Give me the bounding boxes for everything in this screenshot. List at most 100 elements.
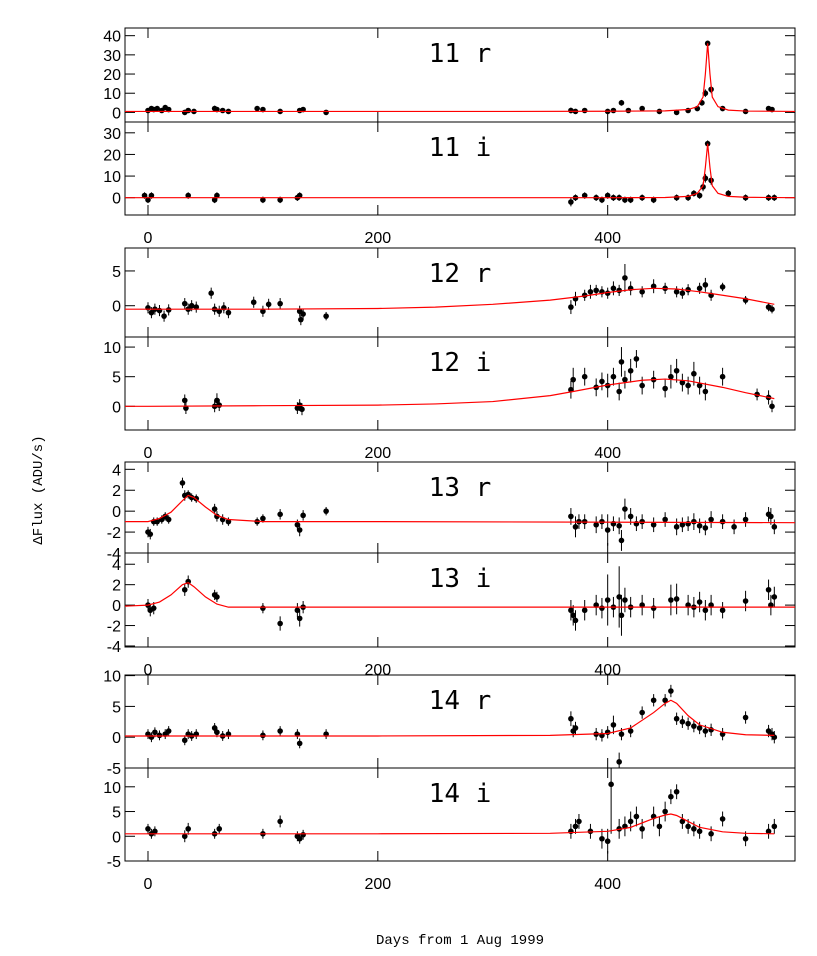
data-point — [639, 382, 645, 389]
data-point — [650, 697, 657, 704]
data-point — [296, 615, 303, 622]
data-point — [141, 192, 148, 199]
panel-title: 11 i — [429, 133, 492, 163]
x-tick-label: 200 — [364, 876, 391, 893]
data-point — [662, 516, 668, 523]
panel-title: 12 r — [429, 259, 492, 289]
data-point — [148, 192, 155, 199]
data-point — [662, 808, 668, 815]
data-point — [685, 602, 691, 608]
x-axis-label: Days from 1 Aug 1999 — [376, 933, 544, 949]
data-point — [639, 709, 645, 716]
data-point — [572, 617, 579, 624]
y-tick-label: -2 — [107, 619, 121, 636]
data-point — [668, 688, 674, 694]
data-point — [618, 100, 625, 106]
y-tick-label: 5 — [112, 699, 121, 716]
data-point — [145, 826, 151, 832]
data-point — [702, 282, 709, 288]
data-point — [323, 508, 329, 514]
x-tick-label: 200 — [364, 230, 391, 247]
data-point — [771, 524, 778, 530]
data-point — [731, 524, 737, 530]
data-point — [673, 788, 680, 795]
data-point — [211, 725, 218, 731]
data-point — [616, 388, 622, 395]
data-point — [154, 105, 160, 112]
data-point — [633, 356, 640, 362]
data-point — [593, 602, 599, 608]
x-tick-label: 0 — [144, 230, 153, 247]
data-point — [165, 307, 172, 313]
data-point — [181, 833, 188, 840]
data-point — [719, 607, 726, 614]
data-point — [161, 313, 167, 319]
y-tick-label: 10 — [103, 169, 121, 186]
data-point — [147, 531, 154, 537]
data-point — [152, 828, 158, 835]
y-tick-label: 30 — [103, 126, 121, 143]
y-tick-label: -2 — [107, 525, 121, 542]
data-point — [616, 523, 622, 529]
data-point — [771, 823, 778, 830]
data-point — [300, 311, 306, 317]
data-point — [708, 602, 714, 608]
plot-frame — [124, 336, 796, 431]
x-tick-label: 0 — [144, 876, 153, 893]
y-tick-label: 0 — [112, 191, 121, 208]
fit-line — [125, 378, 775, 407]
data-point — [610, 285, 617, 292]
data-point — [219, 107, 226, 114]
data-point — [618, 731, 625, 737]
data-point — [696, 285, 703, 292]
data-point — [673, 194, 680, 201]
data-point — [696, 599, 703, 605]
data-point — [702, 525, 709, 531]
data-point — [604, 527, 611, 533]
data-point — [719, 518, 726, 525]
data-point — [708, 830, 714, 837]
data-point — [702, 607, 709, 614]
y-tick-label: 0 — [112, 730, 121, 747]
data-point — [581, 192, 588, 199]
y-tick-label: 4 — [112, 462, 121, 479]
data-point — [296, 740, 303, 747]
data-point — [771, 594, 778, 600]
plot-frame — [124, 121, 796, 216]
data-point — [639, 105, 645, 112]
panel-title: 13 i — [429, 564, 492, 594]
data-point — [599, 835, 605, 842]
data-point — [568, 715, 574, 722]
data-point — [260, 515, 266, 522]
data-point — [570, 612, 576, 619]
data-point — [608, 781, 614, 788]
data-point — [193, 304, 200, 310]
data-point — [691, 518, 697, 525]
x-tick-label: 0 — [144, 445, 153, 462]
y-axis-label: ΔFlux (ADU/s) — [31, 435, 47, 544]
data-point — [719, 816, 726, 822]
y-tick-label: 0 — [112, 598, 121, 615]
data-point — [633, 813, 640, 820]
data-point — [639, 518, 645, 525]
data-point — [265, 301, 272, 308]
data-point — [668, 793, 674, 800]
data-point — [618, 359, 625, 365]
data-point — [668, 373, 674, 380]
data-point — [216, 826, 223, 832]
data-point — [225, 309, 232, 316]
data-point — [300, 512, 306, 519]
y-tick-label: 5 — [112, 370, 121, 387]
data-point — [618, 537, 625, 544]
x-tick-label: 200 — [364, 445, 391, 462]
data-point — [599, 605, 605, 611]
data-point — [768, 602, 774, 608]
data-point — [593, 287, 599, 294]
data-point — [576, 818, 582, 825]
y-tick-label: 10 — [103, 86, 121, 103]
data-point — [185, 192, 192, 199]
data-point — [604, 838, 611, 845]
y-tick-label: 5 — [112, 805, 121, 822]
data-point — [691, 723, 697, 729]
x-tick-label: 400 — [594, 445, 621, 462]
